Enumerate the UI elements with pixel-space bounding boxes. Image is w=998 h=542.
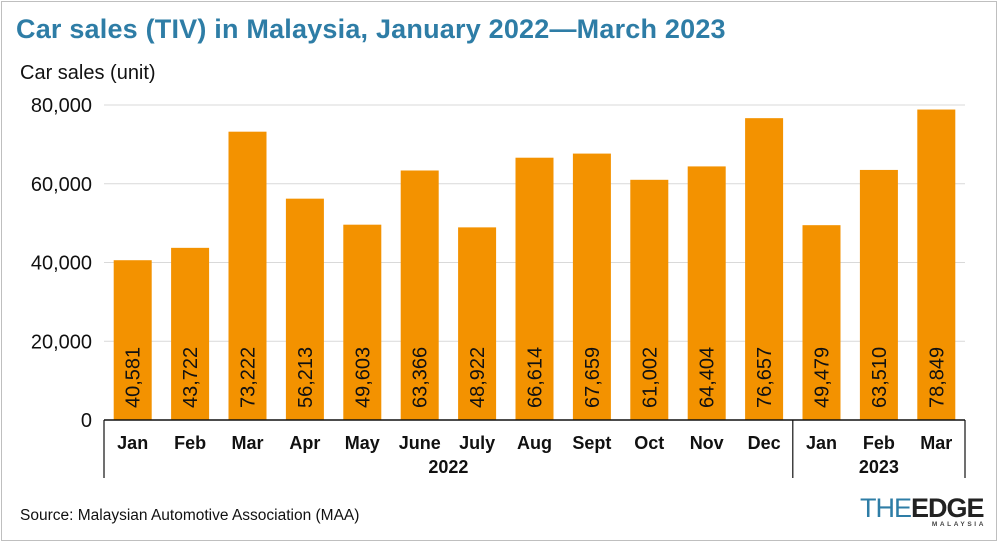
x-tick-label: Nov (690, 433, 724, 453)
bar (687, 166, 726, 420)
logo-sub: MALAYSIA (931, 521, 986, 528)
bar (113, 260, 152, 420)
bar (343, 224, 382, 420)
bar-value-label: 49,479 (812, 347, 834, 408)
x-tick-label: Sept (572, 433, 611, 453)
x-tick-label: Aug (517, 433, 552, 453)
y-tick-label: 60,000 (31, 174, 92, 196)
bar-value-label: 56,213 (295, 347, 317, 408)
x-tick-label: May (345, 433, 380, 453)
bar (285, 198, 324, 420)
y-tick-label: 40,000 (31, 253, 92, 275)
x-tick-label: Feb (174, 433, 206, 453)
logo-edge: EDGE (911, 493, 985, 523)
the-edge-logo: THEEDGE MALAYSIA (860, 493, 988, 533)
bar (458, 227, 497, 420)
bar-value-label: 48,922 (467, 347, 489, 408)
bar (515, 157, 554, 420)
bar (228, 131, 267, 421)
bar (400, 170, 439, 420)
bar-value-label: 76,657 (754, 347, 776, 408)
source-note: Source: Malaysian Automotive Association… (20, 507, 360, 524)
year-group-label: 2023 (859, 457, 899, 477)
bar-value-label: 40,581 (123, 347, 145, 408)
bar (917, 109, 956, 421)
y-axis-label: Car sales (unit) (20, 62, 156, 84)
bar-value-label: 63,510 (869, 347, 891, 408)
bar-value-label: 43,722 (180, 347, 202, 408)
x-tick-label: Oct (634, 433, 664, 453)
bar (859, 169, 898, 420)
x-tick-label: July (459, 433, 495, 453)
bar (745, 118, 784, 421)
y-tick-label: 20,000 (31, 331, 92, 353)
bar-value-label: 66,614 (525, 347, 547, 408)
x-tick-label: Jan (117, 433, 148, 453)
x-tick-label: Jan (806, 433, 837, 453)
bar-value-label: 67,659 (582, 347, 604, 408)
x-tick-label: Mar (231, 433, 263, 453)
bar (802, 225, 841, 420)
bar (171, 247, 210, 420)
y-tick-label: 0 (81, 410, 92, 432)
x-tick-label: Apr (289, 433, 320, 453)
bar-value-label: 64,404 (697, 347, 719, 408)
x-tick-label: Mar (920, 433, 952, 453)
logo-the: THE (860, 493, 912, 523)
bar (572, 153, 611, 420)
bar-value-label: 78,849 (926, 347, 948, 408)
year-group-label: 2022 (428, 457, 468, 477)
bar (630, 179, 669, 420)
bar-value-label: 49,603 (352, 347, 374, 408)
y-tick-label: 80,000 (31, 95, 92, 117)
x-tick-label: June (399, 433, 441, 453)
x-tick-label: Feb (863, 433, 895, 453)
x-tick-label: Dec (748, 433, 781, 453)
bar-value-label: 61,002 (639, 347, 661, 408)
chart-title: Car sales (TIV) in Malaysia, January 202… (16, 14, 726, 44)
bar-value-label: 73,222 (238, 347, 260, 408)
bar-value-label: 63,366 (410, 347, 432, 408)
